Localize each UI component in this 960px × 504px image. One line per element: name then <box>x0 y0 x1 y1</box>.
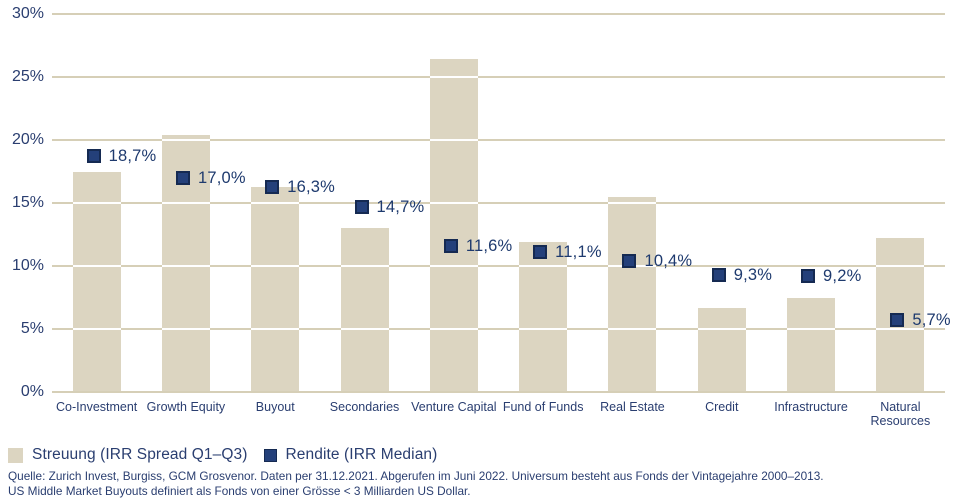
median-marker <box>86 149 101 164</box>
footnote-line-1: Quelle: Zurich Invest, Burgiss, GCM Gros… <box>8 469 824 483</box>
gridline-over-bar <box>161 201 210 204</box>
median-value-label: 18,7% <box>108 147 157 166</box>
gridline-over-bar <box>72 202 121 204</box>
x-tick-label: Natural Resources <box>870 400 931 429</box>
x-tick-label: Credit <box>705 400 739 414</box>
y-tick-label: 20% <box>11 131 44 148</box>
median-value-label: 9,2% <box>823 267 862 286</box>
y-tick-label: 30% <box>11 5 44 22</box>
x-tick-label: Real Estate <box>600 400 665 414</box>
median-value-label: 14,7% <box>376 197 425 216</box>
gridline-over-bar <box>519 327 568 330</box>
gridline-over-bar <box>72 328 121 330</box>
bar <box>340 228 389 392</box>
median-marker <box>622 253 637 268</box>
bar <box>697 307 746 392</box>
gridline <box>52 13 945 15</box>
legend-label-spread: Streuung (IRR Spread Q1–Q3) <box>32 446 248 463</box>
median-value-label: 5,7% <box>912 311 951 330</box>
x-tick-label: Secondaries <box>329 400 400 414</box>
y-tick-label: 25% <box>11 68 44 85</box>
median-marker <box>175 170 190 185</box>
gridline-over-bar <box>608 327 657 330</box>
median-value-label: 11,6% <box>465 236 513 255</box>
gridline-over-bar <box>251 201 300 204</box>
gridline-over-bar <box>251 264 300 267</box>
gridline <box>52 265 945 267</box>
y-tick-label: 15% <box>11 194 44 211</box>
gridline-over-bar <box>429 201 478 204</box>
bar <box>429 59 478 392</box>
legend-item-median: Rendite (IRR Median) <box>263 446 438 464</box>
gridline <box>52 328 945 330</box>
gridline-over-bar <box>608 201 657 204</box>
gridline-over-bar <box>340 327 389 330</box>
median-value-label: 17,0% <box>197 168 246 187</box>
median-marker <box>711 267 726 282</box>
gridline <box>52 139 945 141</box>
median-marker <box>533 245 548 260</box>
gridline-over-bar <box>429 75 478 78</box>
median-value-label: 9,3% <box>733 265 773 284</box>
gridline-over-bar <box>787 328 836 330</box>
x-tick-label: Buyout <box>255 400 295 414</box>
bar <box>608 196 657 392</box>
median-marker <box>443 238 458 253</box>
median-value-label: 16,3% <box>287 177 336 196</box>
median-marker <box>354 199 369 214</box>
x-tick-label: Infrastructure <box>774 400 848 414</box>
gridline-over-bar <box>429 264 478 267</box>
gridline-over-bar <box>876 327 925 330</box>
gridline-over-bar <box>429 138 478 141</box>
x-tick-label: Growth Equity <box>146 400 226 414</box>
bar <box>787 297 836 392</box>
gridline-over-bar <box>519 264 568 267</box>
spread-swatch-icon <box>8 447 23 463</box>
median-marker <box>265 179 280 194</box>
bar <box>72 171 121 392</box>
legend: Streuung (IRR Spread Q1–Q3) Rendite (IRR… <box>8 446 437 464</box>
y-tick-label: 0% <box>20 383 44 400</box>
median-marker <box>890 313 905 328</box>
gridline <box>52 76 945 78</box>
y-tick-label: 5% <box>20 320 44 337</box>
median-value-label: 10,4% <box>644 251 693 270</box>
x-tick-label: Co-Investment <box>56 400 138 414</box>
footnote: Quelle: Zurich Invest, Burgiss, GCM Gros… <box>8 469 824 499</box>
x-axis-line <box>52 391 945 393</box>
gridline-over-bar <box>340 264 389 267</box>
gridline-over-bar <box>72 265 121 267</box>
gridline <box>52 202 945 204</box>
legend-item-spread: Streuung (IRR Spread Q1–Q3) <box>8 446 248 464</box>
gridline-over-bar <box>161 327 210 330</box>
gridline-over-bar <box>251 327 300 330</box>
x-tick-label: Venture Capital <box>411 400 497 414</box>
bar <box>519 242 568 392</box>
footnote-line-2: US Middle Market Buyouts definiert als F… <box>8 484 471 499</box>
gridline-over-bar <box>697 327 746 330</box>
gridline-over-bar <box>161 264 210 267</box>
median-marker <box>801 269 816 284</box>
x-tick-label: Fund of Funds <box>502 400 584 414</box>
gridline-over-bar <box>429 327 478 330</box>
median-swatch-icon <box>263 448 277 462</box>
gridline-over-bar <box>161 138 210 141</box>
bar <box>251 186 300 392</box>
legend-label-median: Rendite (IRR Median) <box>285 446 438 463</box>
gridline-over-bar <box>876 264 925 267</box>
median-value-label: 11,1% <box>555 243 602 262</box>
y-tick-label: 10% <box>11 257 44 274</box>
